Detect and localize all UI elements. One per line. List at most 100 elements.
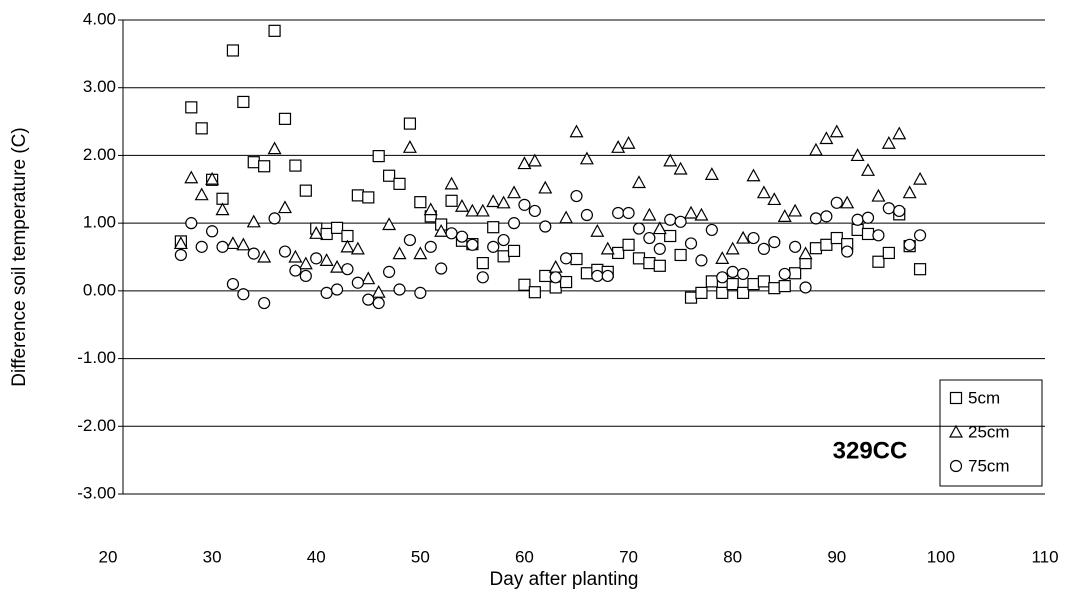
point	[663, 153, 678, 167]
point	[705, 275, 718, 288]
annotation: 329CC	[833, 437, 908, 464]
point	[393, 177, 406, 190]
point	[289, 264, 302, 277]
point	[861, 163, 876, 176]
point	[684, 237, 698, 250]
point	[341, 263, 354, 276]
point	[330, 283, 344, 296]
point	[579, 151, 594, 165]
point	[320, 227, 333, 241]
point	[872, 229, 885, 242]
y-tick-label: 1.00	[83, 213, 116, 232]
point	[487, 240, 500, 253]
point	[600, 241, 615, 255]
point	[226, 44, 240, 57]
x-tick-label: 50	[411, 547, 430, 566]
y-axis-title: Difference soil temperature (C)	[9, 127, 30, 386]
point	[851, 213, 864, 226]
point	[206, 225, 219, 238]
point	[715, 251, 730, 264]
point	[403, 117, 417, 130]
point	[549, 271, 562, 284]
point	[559, 252, 573, 265]
point	[611, 140, 626, 153]
point	[913, 229, 927, 242]
point	[569, 124, 584, 138]
point	[257, 249, 272, 263]
point	[414, 196, 427, 209]
point	[351, 276, 364, 289]
point	[413, 246, 428, 260]
point	[174, 248, 187, 262]
point	[590, 224, 605, 237]
point	[778, 267, 791, 281]
y-tick-label: 0.00	[83, 280, 116, 299]
point	[643, 256, 656, 270]
point	[340, 239, 355, 253]
point	[632, 222, 646, 235]
point	[289, 159, 302, 172]
point	[799, 281, 812, 294]
point	[507, 185, 522, 199]
point	[195, 122, 208, 135]
point	[789, 240, 802, 253]
point	[496, 195, 511, 209]
point	[612, 246, 625, 260]
point	[736, 286, 750, 299]
point	[694, 207, 709, 221]
point	[851, 223, 864, 237]
point	[455, 230, 469, 243]
point	[549, 281, 562, 294]
point	[778, 280, 791, 293]
point	[518, 198, 531, 211]
point	[518, 278, 531, 291]
point	[309, 226, 324, 239]
point	[674, 215, 687, 228]
point	[319, 253, 334, 266]
point	[736, 230, 751, 244]
point	[371, 284, 386, 298]
point	[330, 259, 345, 273]
point	[361, 271, 376, 285]
point	[808, 142, 823, 156]
point	[704, 167, 719, 180]
point	[622, 206, 635, 220]
point	[383, 169, 396, 182]
legend-marker	[948, 424, 964, 438]
x-axis-title: Day after planting	[490, 569, 639, 590]
point	[820, 238, 833, 251]
point	[893, 204, 906, 218]
point	[268, 212, 281, 225]
point	[237, 95, 250, 109]
point	[716, 286, 729, 299]
point	[716, 271, 729, 284]
point	[830, 231, 843, 245]
x-tick-label: 20	[99, 547, 118, 566]
point	[528, 286, 541, 299]
point	[820, 210, 833, 223]
x-tick-label: 90	[827, 547, 846, 566]
point	[445, 227, 458, 240]
point	[299, 184, 312, 197]
point	[299, 269, 312, 283]
point	[601, 269, 614, 283]
point	[527, 153, 542, 167]
point	[632, 252, 646, 265]
point	[559, 210, 574, 224]
point	[434, 224, 449, 237]
point	[840, 195, 855, 209]
point	[403, 233, 417, 247]
y-tick-label: 3.00	[83, 77, 116, 96]
point	[507, 217, 521, 230]
point	[476, 271, 489, 284]
point	[726, 265, 739, 278]
point	[392, 246, 407, 260]
point	[185, 101, 198, 114]
point	[798, 246, 813, 260]
point	[872, 255, 885, 268]
point	[631, 175, 646, 189]
point	[184, 170, 199, 184]
point	[278, 245, 292, 258]
point	[497, 233, 510, 247]
y-tick-label: -3.00	[77, 483, 116, 502]
